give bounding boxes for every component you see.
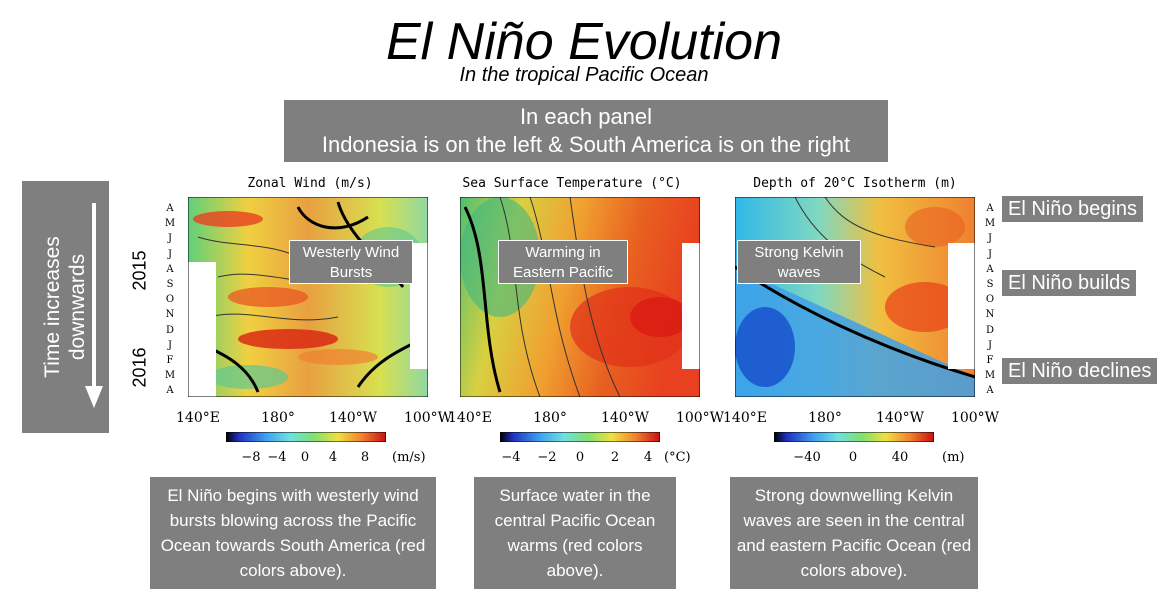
longitude-tick-label: 140°W (875, 410, 925, 426)
caption-zonal-wind: El Niño begins with westerly wind bursts… (150, 477, 436, 589)
longitude-tick-label: 140°W (600, 410, 650, 426)
month-label: M (164, 370, 176, 382)
colorbar-tick: 40 (891, 450, 909, 465)
annotation-strong-kelvin-waves: Strong Kelvin waves (737, 240, 861, 284)
month-label: J (987, 248, 992, 260)
month-label: M (164, 218, 176, 230)
month-label: J (987, 339, 992, 351)
longitude-tick-label: 180° (533, 410, 567, 426)
down-arrow-shaft (92, 203, 96, 388)
colorbar-tick: −4 (267, 450, 287, 465)
colorbar-unit: (m) (942, 450, 965, 465)
month-label: J (167, 248, 172, 260)
month-label: A (166, 203, 174, 214)
sst-hovmoller-map (460, 197, 700, 397)
month-label: A (166, 385, 174, 397)
longitude-tick-label: 100°W (950, 410, 1000, 426)
sst-colorbar (500, 432, 660, 442)
month-label: O (985, 294, 995, 306)
month-label: D (165, 324, 175, 336)
month-label: J (987, 233, 992, 245)
longitude-tick-label: 140°E (723, 410, 767, 426)
zonal-wind-hovmoller-map (188, 197, 428, 397)
annotation-westerly-wind-bursts: Westerly Wind Bursts (289, 240, 413, 284)
longitude-tick-label: 140°W (328, 410, 378, 426)
month-label: D (985, 324, 995, 336)
month-label: O (165, 294, 175, 306)
caption-isotherm-depth: Strong downwelling Kelvin waves are seen… (730, 477, 978, 589)
colorbar-tick: −8 (241, 450, 261, 465)
panel-title-zonal-wind: Zonal Wind (m/s) (247, 176, 373, 191)
longitude-tick-label: 180° (261, 410, 295, 426)
note-line-2: Indonesia is on the left & South America… (321, 132, 851, 157)
panel-title-isotherm-depth: Depth of 20°C Isotherm (m) (753, 176, 957, 191)
year-label-2016: 2016 (129, 347, 150, 388)
month-label: J (167, 233, 172, 245)
colorbar-tick: −2 (537, 450, 557, 465)
month-label: A (986, 385, 994, 397)
colorbar-tick: 8 (360, 450, 370, 465)
colorbar-tick: 0 (300, 450, 310, 465)
phase-label-builds: El Niño builds (1002, 270, 1137, 296)
month-label: N (985, 309, 995, 321)
month-label: S (986, 279, 994, 290)
isotherm-depth-hovmoller-map (735, 197, 975, 397)
annotation-warming-eastern-pacific: Warming in Eastern Pacific (498, 240, 628, 284)
colorbar-tick: −4 (501, 450, 521, 465)
month-label: A (166, 263, 174, 275)
colorbar-tick: 4 (328, 450, 338, 465)
phase-label-begins: El Niño begins (1002, 196, 1143, 222)
time-direction-box: Time increases downwards (22, 181, 109, 433)
page-subtitle: In the tropical Pacific Ocean (459, 64, 709, 86)
month-label: F (166, 355, 174, 366)
down-arrow-icon (85, 386, 103, 408)
colorbar-unit: (°C) (664, 450, 691, 465)
time-direction-label: Time increases downwards (40, 187, 90, 427)
longitude-tick-label: 140°E (176, 410, 220, 426)
longitude-tick-label: 180° (808, 410, 842, 426)
phase-label-declines: El Niño declines (1002, 358, 1158, 384)
zonal-wind-colorbar (226, 432, 386, 442)
caption-sst: Surface water in the central Pacific Oce… (474, 477, 676, 589)
month-label: M (984, 370, 996, 382)
month-label: N (165, 309, 175, 321)
time-label-line-1: Time increases (41, 236, 64, 378)
colorbar-unit: (m/s) (392, 450, 426, 465)
longitude-tick-label: 100°W (403, 410, 453, 426)
isotherm-depth-colorbar (774, 432, 934, 442)
longitude-tick-label: 140°E (448, 410, 492, 426)
year-label-2015: 2015 (129, 250, 150, 291)
colorbar-tick: 0 (575, 450, 585, 465)
longitude-tick-label: 100°W (675, 410, 725, 426)
month-label: M (984, 218, 996, 230)
panel-orientation-note: In each panel Indonesia is on the left &… (284, 100, 888, 162)
colorbar-tick: 4 (643, 450, 653, 465)
month-label: A (986, 263, 994, 275)
month-label: S (166, 279, 174, 290)
note-line-1: In each panel (519, 104, 653, 129)
colorbar-tick: −40 (793, 450, 821, 465)
panel-title-sea-surface-temperature: Sea Surface Temperature (°C) (462, 176, 682, 191)
month-label: J (167, 339, 172, 351)
colorbar-tick: 2 (610, 450, 620, 465)
month-label: A (986, 203, 994, 214)
page-title: El Niño Evolution (386, 13, 782, 71)
colorbar-tick: 0 (848, 450, 858, 465)
month-label: F (986, 355, 994, 366)
